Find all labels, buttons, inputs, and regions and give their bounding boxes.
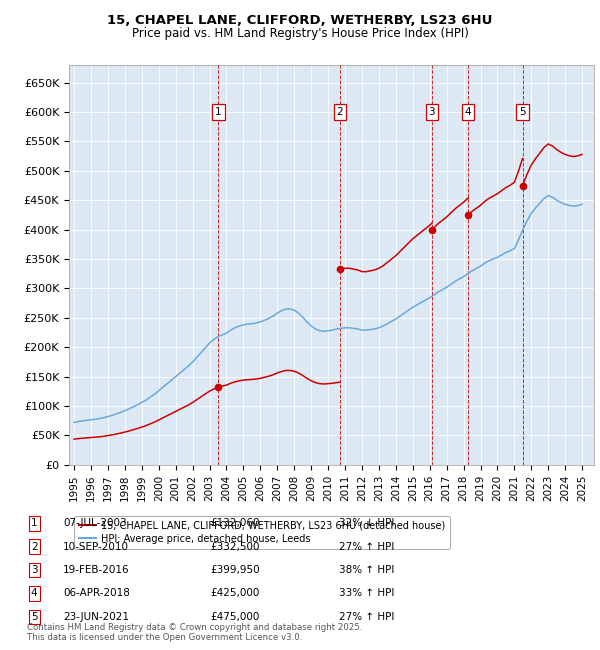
Text: 27% ↑ HPI: 27% ↑ HPI [339,541,394,552]
Text: 1: 1 [215,107,221,117]
Text: Contains HM Land Registry data © Crown copyright and database right 2025.
This d: Contains HM Land Registry data © Crown c… [27,623,362,642]
Text: 27% ↑ HPI: 27% ↑ HPI [339,612,394,622]
Text: 4: 4 [31,588,38,599]
Text: 5: 5 [31,612,38,622]
Text: 4: 4 [465,107,472,117]
Text: 1: 1 [31,518,38,528]
Text: 38% ↑ HPI: 38% ↑ HPI [339,565,394,575]
Text: £399,950: £399,950 [210,565,260,575]
Text: 15, CHAPEL LANE, CLIFFORD, WETHERBY, LS23 6HU: 15, CHAPEL LANE, CLIFFORD, WETHERBY, LS2… [107,14,493,27]
Text: 2: 2 [31,541,38,552]
Text: Price paid vs. HM Land Registry's House Price Index (HPI): Price paid vs. HM Land Registry's House … [131,27,469,40]
Text: 32% ↓ HPI: 32% ↓ HPI [339,518,394,528]
Text: 07-JUL-2003: 07-JUL-2003 [63,518,127,528]
Text: 19-FEB-2016: 19-FEB-2016 [63,565,130,575]
Text: 3: 3 [428,107,435,117]
Text: £475,000: £475,000 [210,612,259,622]
Text: 5: 5 [519,107,526,117]
Text: £132,060: £132,060 [210,518,260,528]
Text: 23-JUN-2021: 23-JUN-2021 [63,612,129,622]
Text: 2: 2 [337,107,343,117]
Legend: 15, CHAPEL LANE, CLIFFORD, WETHERBY, LS23 6HU (detached house), HPI: Average pri: 15, CHAPEL LANE, CLIFFORD, WETHERBY, LS2… [74,515,450,549]
Text: £332,500: £332,500 [210,541,260,552]
Text: 3: 3 [31,565,38,575]
Text: 06-APR-2018: 06-APR-2018 [63,588,130,599]
Text: 10-SEP-2010: 10-SEP-2010 [63,541,129,552]
Text: 33% ↑ HPI: 33% ↑ HPI [339,588,394,599]
Text: £425,000: £425,000 [210,588,259,599]
